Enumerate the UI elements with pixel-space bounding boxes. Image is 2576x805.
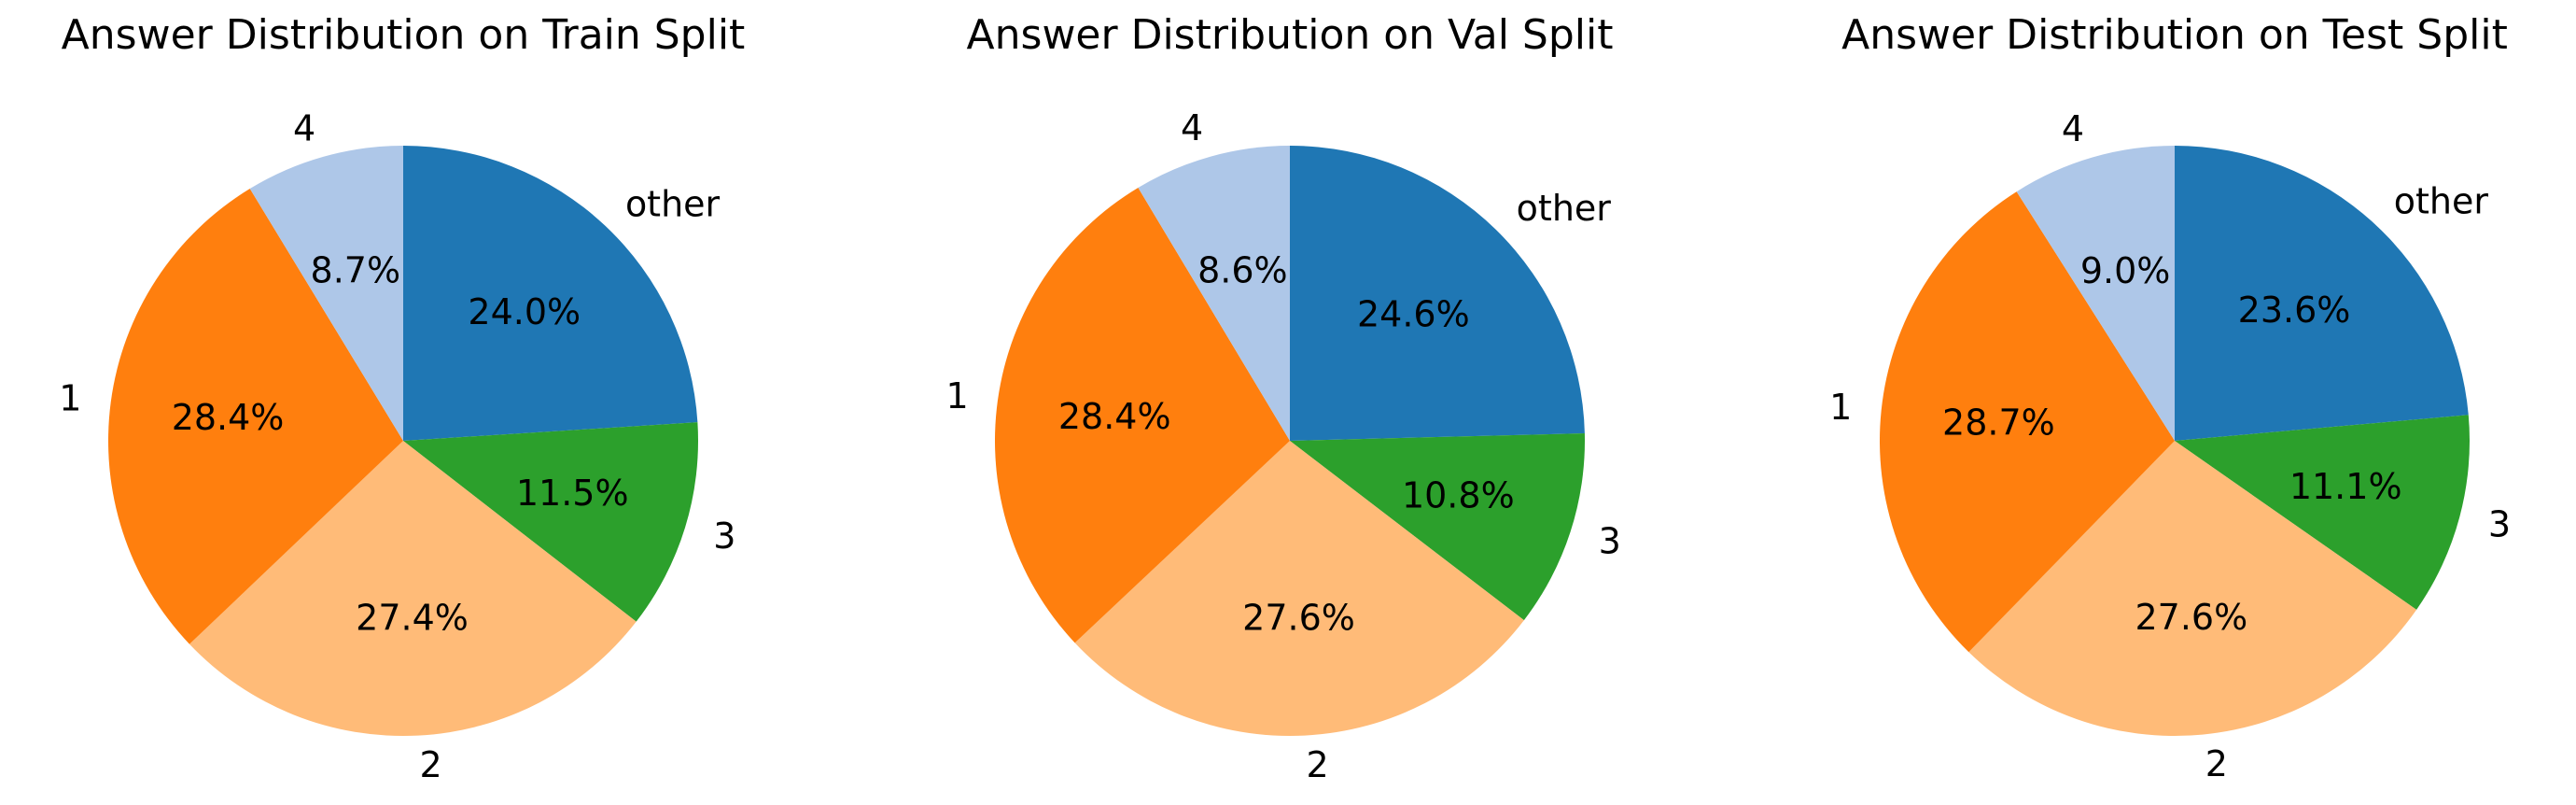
slice-percent-label: 28.4% [172,397,285,438]
pie-slice-3 [2175,415,2470,610]
slice-category-label: 3 [1599,520,1621,561]
slice-category-label: 4 [293,107,315,148]
pie-slice-4 [1138,146,1290,441]
chart-title: Answer Distribution on Test Split [1841,11,2508,59]
pie-slice-4 [249,146,403,441]
slice-category-label: other [625,184,721,225]
slice-percent-label: 24.0% [468,291,581,332]
slice-category-label: 1 [1829,387,1852,428]
pie-slice-3 [403,422,698,622]
pie-slice-3 [1290,433,1585,621]
chart-title: Answer Distribution on Train Split [62,11,746,59]
slice-category-label: 1 [59,377,81,418]
pie-slice-4 [2016,146,2175,441]
test-pie-chart: Answer Distribution on Test Split 23.6% o… [1829,11,2511,784]
slice-percent-label: 28.7% [1942,402,2055,443]
pie-slice-2 [1074,441,1524,737]
slice-percent-label: 24.6% [1357,293,1470,334]
slice-category-label: 2 [2205,743,2228,784]
slice-percent-label: 27.4% [356,597,469,638]
pie-slice-other [1290,146,1585,441]
slice-percent-label: 8.6% [1197,249,1288,290]
slice-category-label: other [2394,181,2489,222]
train-pie-chart: Answer Distribution on Train Split 24.0%… [59,11,745,785]
slice-category-label: 2 [419,744,441,785]
slice-percent-label: 9.0% [2080,250,2171,291]
pie-slice-1 [1880,191,2175,653]
slice-percent-label: 11.5% [516,473,629,514]
slice-percent-label: 11.1% [2289,466,2402,507]
val-pie-chart: Answer Distribution on Val Split 24.6% ot… [946,11,1621,785]
slice-category-label: 1 [946,375,969,417]
slice-percent-label: 10.8% [1402,475,1515,516]
slice-percent-label: 27.6% [2135,597,2247,638]
slice-percent-label: 23.6% [2238,290,2351,331]
pie-slice-2 [1968,441,2417,737]
slice-percent-label: 28.4% [1058,396,1171,437]
slice-percent-label: 8.7% [311,249,401,290]
slice-category-label: 4 [1181,107,1203,148]
slice-category-label: 2 [1306,744,1328,785]
slice-category-label: 3 [713,515,735,557]
pie-slice-1 [107,189,403,644]
pie-slice-1 [995,188,1290,643]
chart-title: Answer Distribution on Val Split [967,11,1614,59]
slice-category-label: 3 [2488,504,2511,545]
slice-percent-label: 27.6% [1242,597,1355,638]
pie-slice-2 [189,441,637,736]
pie-slice-other [2175,146,2469,441]
pie-slice-other [403,146,698,441]
slice-category-label: 4 [2062,108,2084,149]
slice-category-label: other [1517,188,1612,229]
